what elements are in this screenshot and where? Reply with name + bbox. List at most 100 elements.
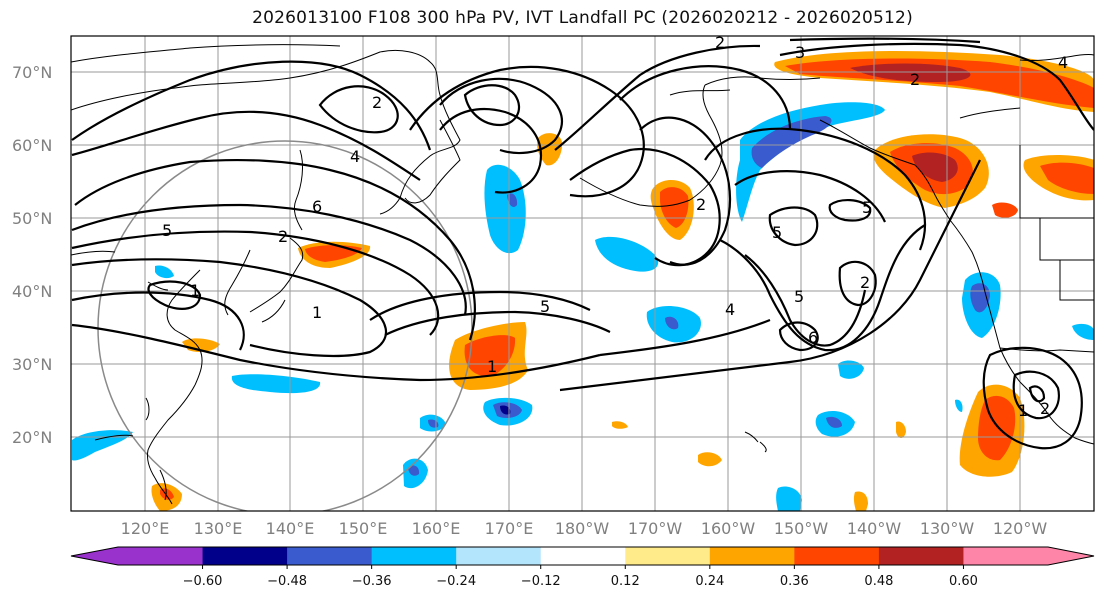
contour-label: 5	[162, 221, 172, 240]
lat-label-30n: 30°N	[12, 355, 52, 374]
contour-label: 6	[808, 328, 818, 347]
colorbar-segment	[625, 547, 711, 565]
contour-label: 2	[278, 227, 288, 246]
anomaly-patch	[850, 63, 971, 82]
contour-label: 3	[795, 43, 805, 62]
colorbar-outline	[70, 546, 1095, 566]
lon-label: 160°W	[701, 519, 756, 538]
anomaly-patch	[72, 430, 133, 461]
lon-label: 120°W	[993, 519, 1048, 538]
lon-label: 120°E	[121, 519, 170, 538]
anomaly-patch	[595, 236, 659, 272]
contour-label: 1	[312, 303, 322, 322]
map-frame	[70, 35, 1095, 512]
contour-label: 2	[860, 273, 870, 292]
colorbar-segment	[202, 547, 288, 565]
lat-label-60n: 60°N	[12, 136, 52, 155]
anomaly-patch	[1072, 323, 1094, 340]
lon-label: 150°E	[339, 519, 388, 538]
anomaly-patch	[826, 416, 842, 428]
anomaly-patch	[978, 395, 1016, 461]
lon-label: 170°E	[485, 519, 534, 538]
lon-label: 140°E	[266, 519, 315, 538]
contour-label: 2	[372, 93, 382, 112]
lon-label: 160°E	[412, 519, 461, 538]
anomaly-patch	[408, 465, 420, 476]
colorbar-tick-label: −0.60	[183, 574, 223, 589]
lon-label: 140°W	[847, 519, 902, 538]
latitude-labels: 70°N 60°N 50°N 40°N 30°N 20°N	[12, 63, 52, 447]
contour-label: 5	[794, 287, 804, 306]
anomaly-patch	[751, 116, 832, 168]
colorbar-tick-label: −0.36	[352, 574, 392, 589]
contour-label: 5	[540, 297, 550, 316]
anomaly-fill-layer	[72, 50, 1094, 511]
colorbar-tick-label: 0.24	[695, 574, 724, 589]
anomaly-patch	[955, 399, 963, 412]
colorbar-tick-label: −0.12	[521, 574, 561, 589]
colorbar-tick-label: 0.12	[611, 574, 640, 589]
anomaly-patch	[776, 486, 802, 511]
anomaly-patch	[464, 335, 516, 377]
anomaly-patch	[838, 360, 864, 379]
colorbar-segment	[287, 547, 373, 565]
colorbar-tick-label: −0.24	[436, 574, 476, 589]
contour-label: 5	[862, 198, 872, 217]
contour-label: 4	[350, 147, 360, 166]
anomaly-patch	[155, 265, 174, 279]
colorbar-segment	[118, 547, 204, 565]
colorbar-tick-label: 0.48	[864, 574, 893, 589]
anomaly-patch	[896, 421, 906, 438]
lat-label-50n: 50°N	[12, 209, 52, 228]
contour-label: 2	[715, 33, 725, 52]
colorbar-tick-label: −0.48	[267, 574, 307, 589]
contour-label: 1	[487, 357, 497, 376]
contour-label: 1	[1018, 401, 1028, 420]
colorbar-segment	[709, 547, 795, 565]
anomaly-patch	[698, 452, 722, 467]
anomaly-patch	[484, 164, 526, 254]
contour-label: 4	[725, 300, 735, 319]
lon-label: 150°W	[774, 519, 829, 538]
contour-label: 2	[910, 70, 920, 89]
lat-label-70n: 70°N	[12, 63, 52, 82]
contour-label: 2	[1040, 399, 1050, 418]
colorbar-tick-label: 0.36	[780, 574, 809, 589]
anomaly-patch	[507, 193, 518, 207]
lon-label: 130°E	[194, 519, 243, 538]
colorbar-segment	[371, 547, 457, 565]
colorbar-segment	[456, 547, 542, 565]
contour-label: 2	[696, 195, 706, 214]
graticule	[71, 36, 1094, 511]
colorbar-segment	[540, 547, 626, 565]
colorbar-segment	[963, 547, 1049, 565]
anomaly-patch	[1040, 162, 1094, 194]
anomaly-patch	[992, 202, 1018, 218]
colorbar-over-arrow	[1048, 547, 1094, 565]
anomaly-patch	[612, 421, 628, 429]
colorbar-segment	[794, 547, 880, 565]
lon-label: 180°W	[555, 519, 610, 538]
contour-label: 1	[190, 281, 200, 300]
lon-label: 130°W	[920, 519, 975, 538]
colorbar-under-arrow	[71, 547, 118, 565]
longitude-labels: 120°E 130°E 140°E 150°E 160°E 170°E 180°…	[121, 519, 1048, 538]
contour-labels: 3 2 4 2 2 4 6 5 2 1 1 5 2 5 4 5 6 5 2 1 …	[162, 33, 1068, 420]
map-title: 2026013100 F108 300 hPa PV, IVT Landfall…	[252, 8, 913, 28]
anomaly-patch	[912, 152, 958, 182]
lat-label-20n: 20°N	[12, 428, 52, 447]
pv-contours	[71, 37, 1094, 450]
contour-label: 4	[1058, 53, 1068, 72]
anomaly-patch	[665, 316, 679, 330]
contour-label: 6	[312, 197, 322, 216]
lat-label-40n: 40°N	[12, 282, 52, 301]
anomaly-patch	[537, 133, 563, 166]
anomaly-patch	[231, 374, 321, 394]
anomaly-patch	[500, 405, 511, 415]
anomaly-patch	[853, 491, 868, 511]
colorbar-tick-label: 0.60	[949, 574, 978, 589]
contour-label: 5	[772, 223, 782, 242]
lon-label: 170°W	[628, 519, 683, 538]
colorbar-segment	[878, 547, 964, 565]
